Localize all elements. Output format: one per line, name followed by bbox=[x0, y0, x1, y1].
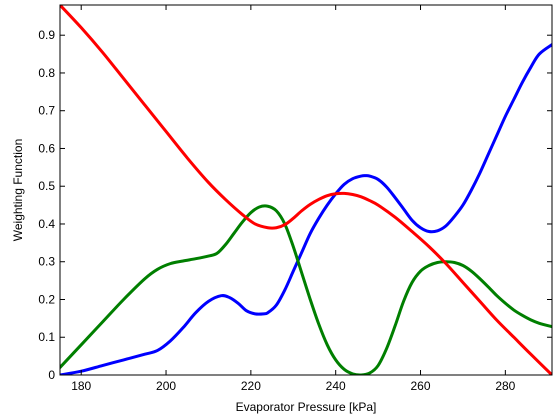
axis-ticks: 180 200 220 240 260 280 0 0.1 0.2 0.3 0.4 0.5 0.6 0.7… bbox=[38, 5, 552, 393]
x-tick-label: 220 bbox=[241, 379, 261, 393]
y-tick-label: 0.8 bbox=[38, 66, 55, 80]
plot-frame bbox=[59, 4, 553, 376]
y-tick-label: 0.5 bbox=[38, 179, 55, 193]
y-tick-label: 0.1 bbox=[38, 330, 55, 344]
y-axis-label: Weighting Function bbox=[11, 139, 25, 242]
series-line-red-curve bbox=[60, 5, 552, 375]
y-tick-label: 0.2 bbox=[38, 292, 55, 306]
y-tick-label: 0.4 bbox=[38, 217, 55, 231]
series-line-blue-curve bbox=[60, 43, 552, 375]
y-tick-label: 0.6 bbox=[38, 141, 55, 155]
y-tick-label: 0 bbox=[48, 368, 55, 382]
y-tick-label: 0.3 bbox=[38, 255, 55, 269]
x-tick-label: 200 bbox=[156, 379, 176, 393]
y-tick-label: 0.7 bbox=[38, 104, 55, 118]
x-axis-label: Evaporator Pressure [kPa] bbox=[236, 400, 377, 414]
plot-lines bbox=[60, 5, 552, 375]
y-tick-label: 0.9 bbox=[38, 28, 55, 42]
x-tick-label: 260 bbox=[411, 379, 431, 393]
x-tick-label: 240 bbox=[326, 379, 346, 393]
x-tick-label: 280 bbox=[495, 379, 515, 393]
series-line-green-curve bbox=[60, 204, 552, 375]
x-tick-label: 180 bbox=[71, 379, 91, 393]
